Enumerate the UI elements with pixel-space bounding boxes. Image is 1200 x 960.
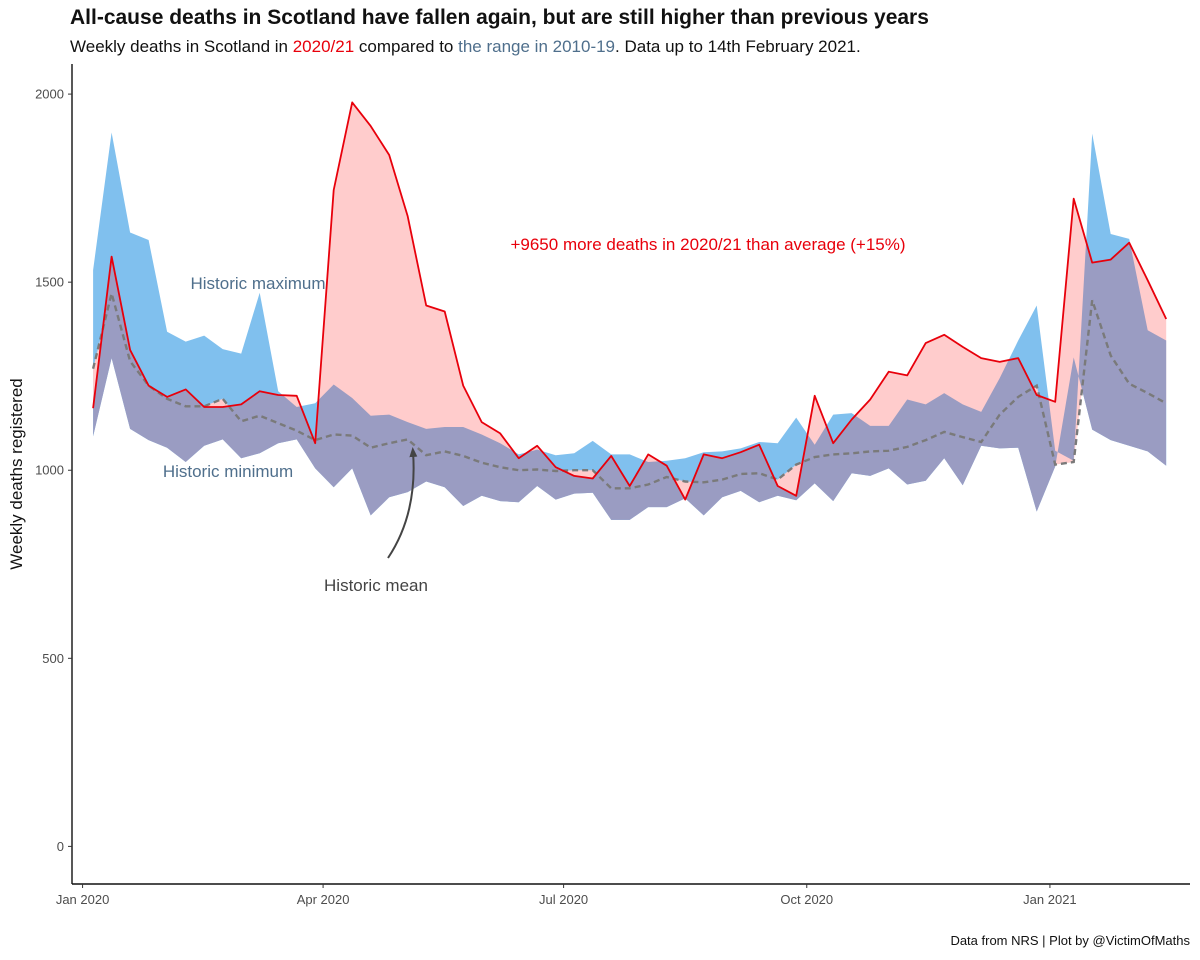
x-tick-label: Jan 2020 — [56, 892, 110, 907]
subtitle-highlight-current: 2020/21 — [292, 37, 355, 56]
historic-mean-line — [91, 288, 1167, 490]
y-tick-label: 500 — [42, 651, 64, 666]
x-tick-label: Apr 2020 — [297, 892, 350, 907]
y-tick-label: 1000 — [35, 463, 64, 478]
subtitle-part-2: compared to — [354, 37, 459, 56]
subtitle-highlight-range: the range in 2010-19 — [458, 37, 616, 56]
chart-caption: Data from NRS | Plot by @VictimOfMaths — [950, 933, 1190, 948]
subtitle-part-1: Weekly deaths in Scotland in — [70, 37, 293, 56]
x-tick-label: Jul 2020 — [539, 892, 588, 907]
excess-deaths-area — [93, 102, 1167, 500]
x-tick-label: Jan 2021 — [1023, 892, 1077, 907]
current-year-line — [92, 101, 1168, 501]
historic-max-annotation: Historic maximum — [190, 274, 325, 293]
y-axis-title: Weekly deaths registered — [7, 378, 26, 570]
y-tick-label: 2000 — [35, 87, 64, 102]
overlap-area — [93, 132, 1167, 520]
x-tick-label: Oct 2020 — [780, 892, 833, 907]
chart-subtitle: Weekly deaths in Scotland in 2020/21 com… — [70, 37, 861, 57]
excess-annotation: +9650 more deaths in 2020/21 than averag… — [510, 235, 905, 254]
y-tick-label: 0 — [57, 839, 64, 854]
historic-mean-arrow — [387, 447, 418, 559]
y-tick-label: 1500 — [35, 275, 64, 290]
chart-title: All-cause deaths in Scotland have fallen… — [70, 6, 929, 29]
historic-mean-annotation: Historic mean — [324, 576, 428, 595]
historic-min-annotation: Historic minimum — [163, 462, 293, 481]
subtitle-part-3: . Data up to 14th February 2021. — [615, 37, 861, 56]
